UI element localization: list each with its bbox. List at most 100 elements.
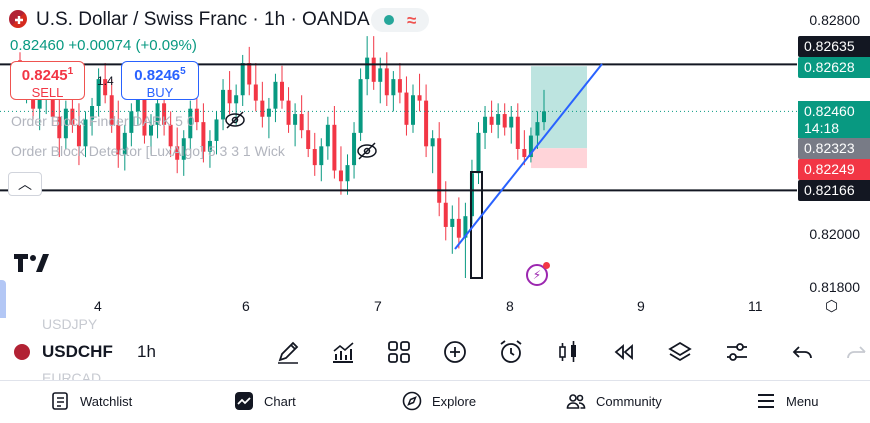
candle-body xyxy=(240,63,245,96)
candle-body xyxy=(37,95,42,109)
buy-label: BUY xyxy=(146,85,174,100)
candle-body xyxy=(496,114,501,125)
nav-community[interactable]: Community xyxy=(566,391,662,411)
chart-title[interactable]: U.S. Dollar / Swiss Franc · 1h · OANDA xyxy=(36,9,370,30)
symbol-selector[interactable]: USDCHF xyxy=(42,342,113,361)
collapse-legend-button[interactable]: ︿ xyxy=(8,172,42,196)
entry-price-label: 0.82323 xyxy=(798,138,870,159)
sliders-icon[interactable] xyxy=(723,338,751,366)
candle-body xyxy=(535,122,540,136)
indicator-order-block-finder[interactable]: Order Block Finder DARK 5 0 xyxy=(11,113,195,129)
stop-price-label: 0.82249 xyxy=(798,159,870,180)
candle-body xyxy=(201,122,206,152)
buy-button[interactable]: 0.82465 BUY xyxy=(121,61,199,100)
candle-body xyxy=(437,138,442,203)
candle-body xyxy=(149,124,153,136)
candle-body xyxy=(293,114,298,125)
candle-body xyxy=(83,119,88,147)
candle-body xyxy=(63,108,68,139)
flash-news-icon[interactable]: ⚡ xyxy=(526,264,548,286)
candle-body xyxy=(181,138,186,160)
spread-value: 1.4 xyxy=(97,74,114,88)
candle-body xyxy=(522,149,527,158)
chart-canvas[interactable] xyxy=(0,0,870,318)
candle-body xyxy=(430,138,435,147)
rewind-icon[interactable] xyxy=(610,338,638,366)
notification-dot xyxy=(543,262,550,269)
candle-body xyxy=(502,114,507,128)
candle-body xyxy=(476,132,481,174)
market-status-pill[interactable]: ≈ xyxy=(371,8,429,32)
undo-icon[interactable] xyxy=(789,338,817,366)
live-price: 0.82460 xyxy=(804,103,855,119)
chart-toolbar: USDJPY USDCHF EURCAD 1h xyxy=(0,316,870,380)
candle-body xyxy=(404,92,409,125)
candle-body xyxy=(515,116,520,149)
level-top-price-label: 0.82635 xyxy=(798,36,870,57)
tradingview-logo xyxy=(14,254,50,278)
alarm-icon[interactable] xyxy=(497,338,525,366)
candle-body xyxy=(443,202,448,227)
candle-body xyxy=(96,79,101,106)
chart-area[interactable]: U.S. Dollar / Swiss Franc · 1h · OANDA ≈… xyxy=(0,0,870,318)
market-open-dot-icon xyxy=(383,15,394,25)
candle-body xyxy=(463,216,468,238)
wave-icon: ≈ xyxy=(406,10,417,30)
candle-body xyxy=(253,84,258,101)
candle-body xyxy=(411,95,415,125)
layers-icon[interactable] xyxy=(666,338,694,366)
eye-hidden-icon[interactable] xyxy=(224,110,246,133)
symbol-next[interactable]: EURCAD xyxy=(42,370,102,380)
symbol-prev[interactable]: USDJPY xyxy=(42,316,98,332)
candle-body xyxy=(109,95,114,125)
chart-settings-hexagon-icon[interactable]: ⬡ xyxy=(825,298,839,315)
price-change-quote: 0.82460 +0.00074 (+0.09%) xyxy=(10,37,197,54)
candle-body xyxy=(168,124,173,147)
candle-body xyxy=(358,79,363,133)
candle-body xyxy=(70,108,75,125)
chevron-up-icon: ︿ xyxy=(18,176,32,192)
candle-body xyxy=(142,95,147,136)
sell-button[interactable]: 0.82451 SELL xyxy=(10,61,85,100)
nav-menu[interactable]: Menu xyxy=(756,391,819,411)
candle-body xyxy=(345,165,350,182)
candle-body xyxy=(129,111,134,133)
candle-body xyxy=(384,68,389,96)
live-price-label: 0.82460 14:18 xyxy=(798,101,870,138)
candle-body xyxy=(378,68,383,82)
candle-body xyxy=(162,103,167,125)
grid-icon[interactable] xyxy=(385,338,413,366)
stop-zone xyxy=(531,148,587,169)
candle-body xyxy=(175,146,180,160)
candle-body xyxy=(306,130,311,149)
nav-watchlist-label: Watchlist xyxy=(80,393,133,409)
nav-chart[interactable]: Chart xyxy=(234,391,296,411)
candle-body xyxy=(155,103,160,125)
candle-body xyxy=(338,170,343,182)
time-tick-8: 8 xyxy=(506,298,514,314)
candle-body xyxy=(391,79,396,96)
pencil-icon[interactable] xyxy=(274,338,302,366)
plus-circle-icon[interactable] xyxy=(441,338,469,366)
sell-label: SELL xyxy=(31,85,64,100)
candle-body xyxy=(135,95,140,112)
price-tick-0.82800: 0.82800 xyxy=(809,12,860,28)
candle-body xyxy=(483,116,488,133)
menu-icon xyxy=(758,394,774,408)
nav-explore[interactable]: Explore xyxy=(402,391,476,411)
indicators-icon[interactable] xyxy=(329,338,357,366)
order-block-box xyxy=(470,171,483,279)
candle-body xyxy=(50,87,55,117)
candle-body xyxy=(260,100,265,117)
time-tick-11: 11 xyxy=(748,298,763,314)
candle-body xyxy=(325,124,330,147)
candle-body xyxy=(286,100,291,125)
side-drawer-handle[interactable] xyxy=(0,280,6,324)
redo-icon[interactable] xyxy=(846,338,870,366)
timeframe-selector[interactable]: 1h xyxy=(137,342,156,361)
candle-body xyxy=(397,79,402,93)
nav-watchlist[interactable]: Watchlist xyxy=(50,391,132,411)
eye-hidden-icon[interactable] xyxy=(356,141,378,164)
indicator-order-block-detector[interactable]: Order Block Detector [LuxAlgo] 5 3 3 1 W… xyxy=(11,143,285,159)
candles-icon[interactable] xyxy=(554,338,582,366)
